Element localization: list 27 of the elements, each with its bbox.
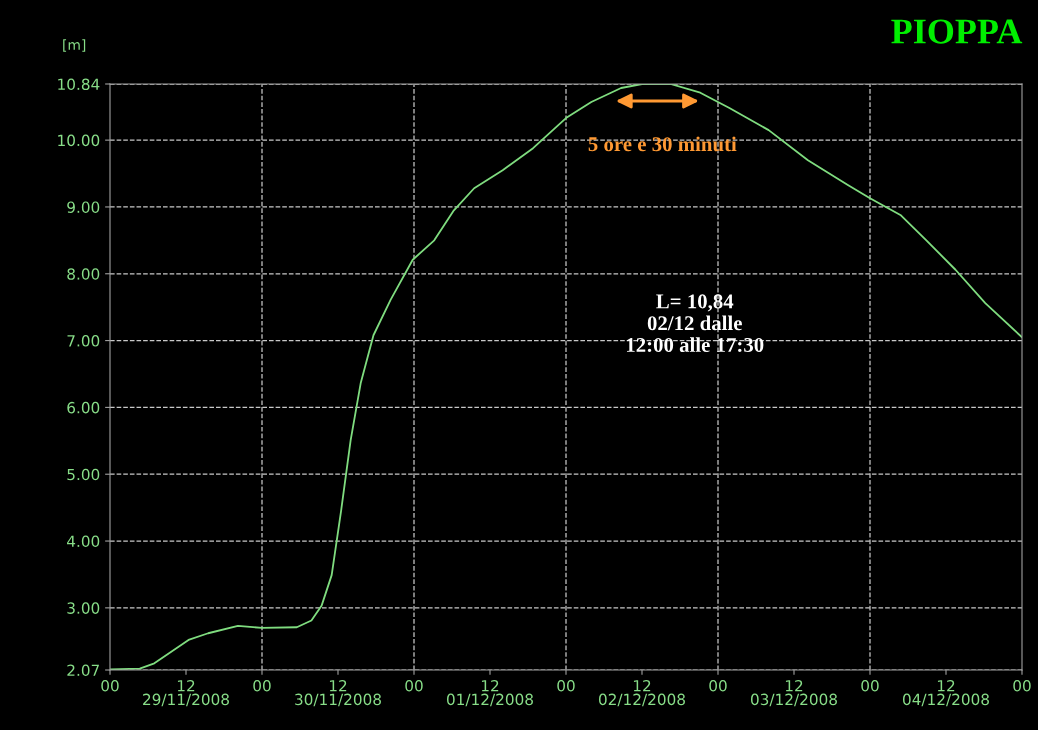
x-tick-label: 12 04/12/2008 [902,679,989,707]
chart-title: PIOPPA [891,19,1023,44]
x-tick-label: 00 [861,679,879,692]
y-tick-label: 10.00 [58,134,100,147]
annotation: 5 ore e 30 minuti [588,136,737,152]
y-tick-label: 3.00 [67,602,100,614]
x-tick-label: 00 [253,679,271,692]
y-tick-label: 6.00 [67,401,100,414]
y-tick-label: 7.00 [67,335,100,347]
y-axis-title: [m] [63,39,86,52]
x-tick-label: 00 [101,679,119,692]
x-tick-label: 00 [1013,679,1031,692]
y-tick-label: 10.84 [58,78,100,91]
y-tick-label: 5.00 [67,468,100,481]
x-tick-label: 12 02/12/2008 [598,679,685,707]
x-tick-label: 00 [405,679,423,692]
annotation: L= 10,84 02/12 dalle 12:00 alle 17:30 [626,294,764,353]
y-tick-label: 4.00 [67,535,100,548]
x-tick-label: 12 29/11/2008 [143,679,229,707]
y-tick-label: 2.07 [67,664,99,677]
y-tick-label: 9.00 [67,201,100,213]
x-tick-label: 12 01/12/2008 [446,679,533,707]
x-tick-label: 12 30/11/2008 [295,679,381,707]
y-tick-label: 8.00 [67,268,100,280]
x-tick-label: 00 [709,679,727,692]
x-tick-label: 00 [557,679,575,692]
x-tick-label: 12 03/12/2008 [750,679,837,707]
